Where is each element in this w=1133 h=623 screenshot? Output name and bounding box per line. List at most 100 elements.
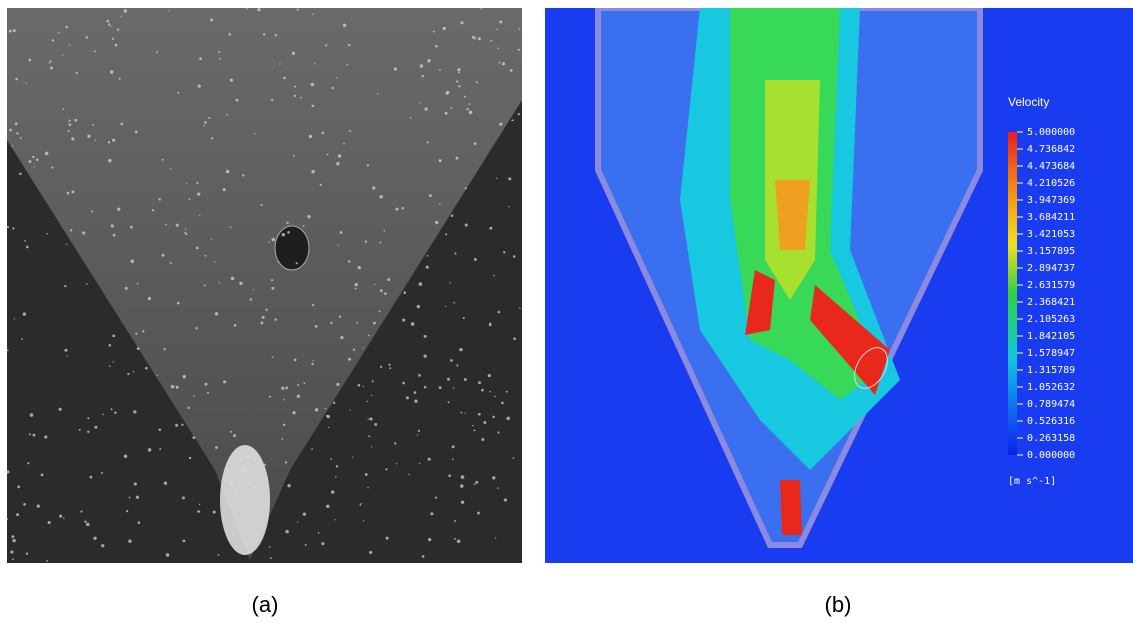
speck <box>408 474 409 475</box>
speck <box>363 347 364 348</box>
speck <box>36 159 39 162</box>
speck <box>477 512 480 515</box>
speck <box>101 472 103 474</box>
speck <box>69 123 72 126</box>
speck <box>130 226 133 229</box>
speck <box>135 333 137 335</box>
speck <box>109 365 111 367</box>
speck <box>269 396 271 398</box>
speck <box>426 266 429 269</box>
speck <box>461 412 463 414</box>
speck <box>311 170 314 173</box>
speck <box>353 349 355 351</box>
speck <box>12 227 14 229</box>
speck <box>90 476 93 479</box>
speck <box>171 385 174 388</box>
speck <box>294 95 296 97</box>
speck <box>187 407 189 409</box>
speck <box>168 10 169 11</box>
speck <box>254 486 256 488</box>
speck <box>159 429 162 432</box>
speck <box>385 468 387 470</box>
speck <box>19 173 22 176</box>
speck <box>374 423 377 426</box>
speck <box>335 476 337 478</box>
speck <box>189 457 191 459</box>
speck <box>283 77 286 80</box>
speck <box>501 402 504 405</box>
speck <box>29 59 32 62</box>
speck <box>424 335 427 338</box>
speck <box>300 97 302 99</box>
speck <box>406 396 409 399</box>
speck <box>59 515 62 518</box>
speck <box>474 142 477 145</box>
speck <box>10 550 13 553</box>
speck <box>80 510 82 512</box>
speck <box>215 446 218 449</box>
tick-label: 0.263158 <box>1027 433 1075 444</box>
speck <box>403 291 406 294</box>
tick-label: 1.578947 <box>1027 348 1075 359</box>
speck <box>110 70 114 74</box>
speck <box>326 505 329 508</box>
speck <box>196 246 199 249</box>
speck <box>12 145 13 146</box>
speck <box>204 125 205 126</box>
speck <box>102 414 104 416</box>
speck <box>422 555 425 558</box>
speck <box>112 38 114 40</box>
tick-label: 4.210526 <box>1027 178 1075 189</box>
speck <box>309 135 312 138</box>
speck <box>274 318 276 320</box>
tick-label: 0.789474 <box>1027 399 1075 410</box>
speck <box>414 399 417 402</box>
speck <box>46 233 48 235</box>
speck <box>29 160 32 163</box>
speck <box>24 240 26 242</box>
speck <box>177 302 180 305</box>
speck <box>67 192 70 195</box>
speck <box>334 519 335 520</box>
speck <box>401 207 403 209</box>
speck <box>37 504 40 507</box>
speck <box>377 93 379 95</box>
speck <box>193 395 194 396</box>
speck <box>478 37 481 40</box>
speck <box>359 504 361 506</box>
speck <box>214 261 215 262</box>
speck <box>494 396 496 398</box>
tick-label: 5.000000 <box>1027 127 1075 138</box>
speck <box>84 520 86 522</box>
speck <box>457 68 460 71</box>
speck <box>478 413 481 416</box>
speck <box>374 284 375 285</box>
speck <box>394 67 397 70</box>
speck <box>48 521 51 524</box>
speck <box>372 186 375 189</box>
figure: Velocity [m s^-1] 5.0000004.7368424.4736… <box>0 0 1133 623</box>
speck <box>253 289 254 290</box>
speck <box>223 188 226 191</box>
speck <box>135 130 138 133</box>
speck <box>286 222 288 224</box>
speck <box>458 71 460 73</box>
speck <box>427 141 429 143</box>
speck <box>13 29 16 32</box>
speck <box>499 62 501 64</box>
speck <box>433 31 435 33</box>
speck <box>159 448 161 450</box>
speck <box>58 32 60 34</box>
tick-label: 1.315789 <box>1027 365 1075 376</box>
speck <box>215 312 218 315</box>
speck <box>325 408 327 410</box>
speck <box>113 361 114 362</box>
speck <box>182 539 185 542</box>
speck <box>348 260 350 262</box>
speck <box>496 29 498 31</box>
speck <box>162 254 165 257</box>
speck <box>226 170 229 173</box>
speck <box>79 429 81 431</box>
speck <box>261 204 263 206</box>
speck <box>126 510 128 512</box>
